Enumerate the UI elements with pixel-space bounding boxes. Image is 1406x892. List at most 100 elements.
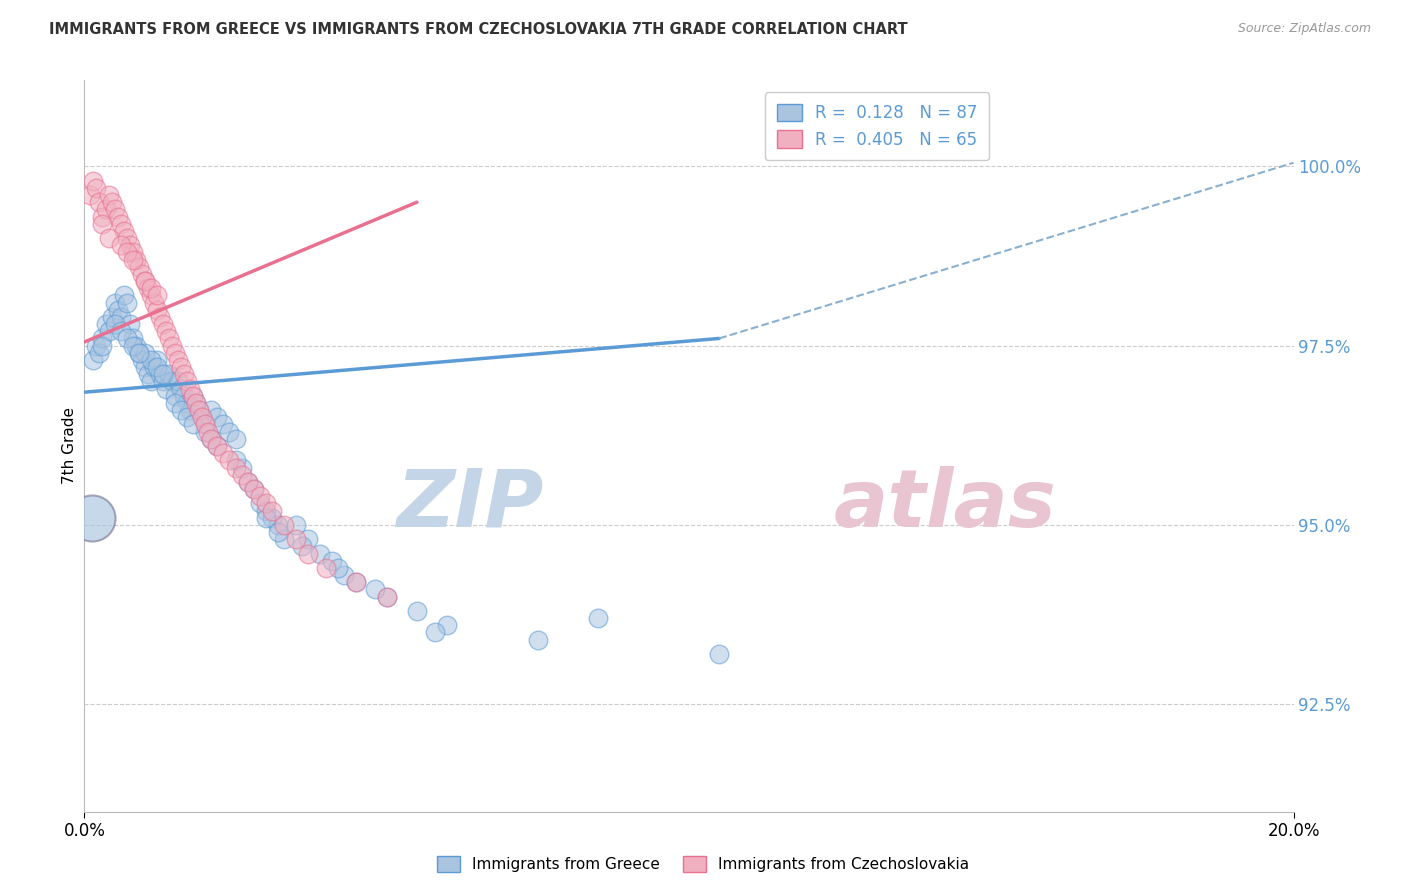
Point	[121, 338, 143, 352]
Point	[125, 338, 148, 352]
Point	[176, 410, 198, 425]
Point	[249, 489, 271, 503]
Point	[139, 288, 162, 302]
Point	[82, 353, 104, 368]
Point	[207, 410, 229, 425]
Point	[160, 375, 183, 389]
Point	[291, 540, 314, 554]
Point	[436, 618, 458, 632]
Point	[194, 425, 217, 439]
Point	[194, 417, 217, 432]
Point	[86, 181, 108, 195]
Point	[134, 274, 156, 288]
Point	[173, 389, 195, 403]
Legend: Immigrants from Greece, Immigrants from Czechoslovakia: Immigrants from Greece, Immigrants from …	[429, 848, 977, 880]
Point	[110, 217, 132, 231]
Point	[194, 417, 217, 432]
Point	[97, 231, 120, 245]
Point	[363, 582, 385, 597]
Point	[165, 345, 187, 359]
Point	[188, 403, 211, 417]
Text: IMMIGRANTS FROM GREECE VS IMMIGRANTS FROM CZECHOSLOVAKIA 7TH GRADE CORRELATION C: IMMIGRANTS FROM GREECE VS IMMIGRANTS FRO…	[49, 22, 908, 37]
Point	[104, 295, 127, 310]
Text: atlas: atlas	[834, 466, 1057, 543]
Point	[134, 360, 156, 375]
Point	[191, 410, 214, 425]
Point	[165, 389, 187, 403]
Point	[128, 345, 150, 359]
Point	[181, 417, 204, 432]
Point	[170, 403, 193, 417]
Point	[100, 310, 122, 324]
Point	[315, 561, 337, 575]
Point	[107, 302, 129, 317]
Point	[149, 310, 172, 324]
Point	[86, 338, 108, 352]
Point	[125, 252, 148, 267]
Point	[297, 533, 319, 547]
Point	[231, 467, 253, 482]
Point	[285, 533, 308, 547]
Point	[267, 524, 290, 539]
Point	[167, 353, 190, 368]
Point	[212, 446, 235, 460]
Point	[134, 345, 156, 359]
Point	[200, 403, 222, 417]
Point	[121, 331, 143, 345]
Point	[176, 396, 198, 410]
Point	[242, 482, 264, 496]
Point	[152, 375, 174, 389]
Point	[146, 288, 169, 302]
Point	[170, 382, 193, 396]
Point	[167, 375, 190, 389]
Point	[236, 475, 259, 489]
Point	[225, 432, 247, 446]
Point	[139, 281, 162, 295]
Point	[200, 432, 222, 446]
Point	[118, 238, 141, 252]
Point	[225, 460, 247, 475]
Point	[121, 252, 143, 267]
Point	[285, 517, 308, 532]
Point	[149, 368, 172, 382]
Point	[80, 510, 103, 524]
Point	[157, 331, 180, 345]
Point	[112, 288, 135, 302]
Point	[186, 396, 208, 410]
Point	[91, 217, 114, 231]
Point	[94, 202, 117, 217]
Point	[160, 338, 183, 352]
Point	[375, 590, 398, 604]
Y-axis label: 7th Grade: 7th Grade	[62, 408, 77, 484]
Point	[181, 389, 204, 403]
Point	[79, 188, 101, 202]
Point	[91, 331, 114, 345]
Point	[188, 403, 211, 417]
Point	[155, 324, 177, 338]
Point	[328, 561, 350, 575]
Point	[260, 503, 283, 517]
Point	[186, 396, 208, 410]
Point	[273, 533, 295, 547]
Point	[146, 360, 169, 375]
Point	[91, 210, 114, 224]
Point	[89, 195, 111, 210]
Point	[165, 396, 187, 410]
Point	[128, 345, 150, 359]
Point	[267, 517, 290, 532]
Point	[97, 188, 120, 202]
Point	[309, 547, 332, 561]
Point	[346, 575, 368, 590]
Point	[110, 310, 132, 324]
Point	[423, 625, 446, 640]
Point	[321, 554, 343, 568]
Point	[191, 410, 214, 425]
Point	[242, 482, 264, 496]
Point	[176, 375, 198, 389]
Point	[89, 345, 111, 359]
Point	[181, 389, 204, 403]
Point	[200, 432, 222, 446]
Point	[115, 331, 138, 345]
Point	[375, 590, 398, 604]
Point	[139, 353, 162, 368]
